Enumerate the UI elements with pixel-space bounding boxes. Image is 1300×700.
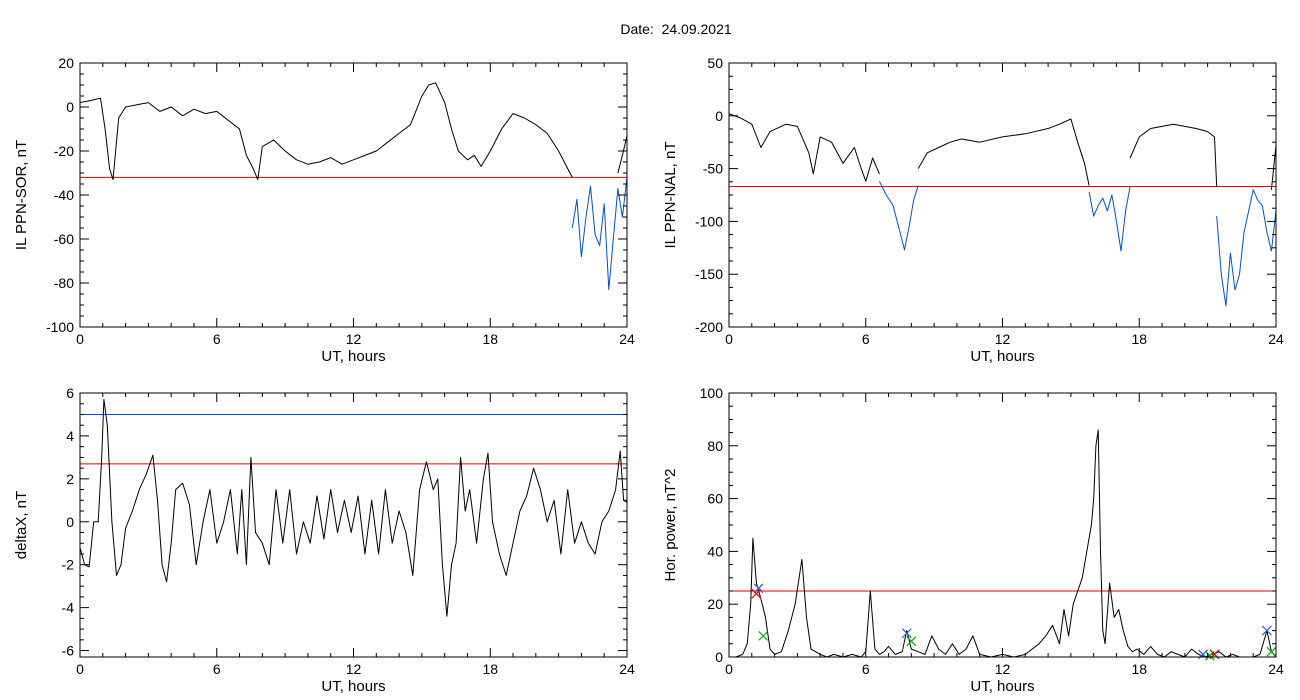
- x-tick-label: 24: [1268, 331, 1284, 347]
- y-tick-label: -100: [46, 319, 74, 335]
- y-tick-label: 4: [66, 428, 74, 444]
- marker-stroke: [1266, 646, 1277, 657]
- plot-frame: [79, 392, 628, 658]
- marker-stroke: [751, 588, 762, 599]
- series-line-black: [617, 135, 627, 174]
- y-tick-label: 50: [707, 55, 723, 71]
- y-tick-label: 0: [715, 108, 723, 124]
- x-tick-label: 24: [1268, 661, 1284, 677]
- y-tick-label: -6: [62, 643, 75, 659]
- y-tick-label: -150: [695, 266, 723, 282]
- chart-bottom-left: 0 6 12 18 24 6 4 2 0 -2 -4 -6 UT, hours deltaX, nT: [13, 385, 635, 695]
- y-tick-label: 60: [707, 491, 723, 507]
- x-tick-label: 6: [862, 661, 870, 677]
- plot-frame: [728, 392, 1277, 658]
- y-tick-label: 20: [707, 596, 723, 612]
- x-tick-label: 6: [213, 331, 221, 347]
- y-tick-label: 0: [66, 99, 74, 115]
- y-tick-label: 6: [66, 385, 74, 401]
- chart-top-left: 0 6 12 18 24 20 0 -20 -40 -60 -80 -100 UT, hours IL P…: [13, 55, 635, 365]
- plot-frame: [79, 62, 628, 328]
- x-tick-label: 12: [346, 331, 362, 347]
- x-tick-label: 18: [1131, 661, 1147, 677]
- y-tick-label: -200: [695, 319, 723, 335]
- y-tick-label: -80: [54, 275, 74, 291]
- y-tick-label: -4: [62, 600, 75, 616]
- x-tick-label: 18: [1131, 331, 1147, 347]
- marker-blue: [753, 583, 764, 594]
- x-tick-label: 6: [862, 331, 870, 347]
- series-line-black: [1129, 123, 1218, 187]
- y-tick-label: 2: [66, 471, 74, 487]
- x-tick-label: 18: [482, 331, 498, 347]
- x-tick-label: 6: [213, 661, 221, 677]
- x-tick-label: 0: [725, 331, 733, 347]
- y-tick-label: 80: [707, 438, 723, 454]
- x-tick-label: 0: [725, 661, 733, 677]
- marker-stroke: [758, 630, 769, 641]
- y-tick-label: 0: [715, 649, 723, 665]
- marker-stroke: [906, 636, 917, 647]
- marker-stroke: [753, 583, 764, 594]
- x-tick-label: 0: [76, 661, 84, 677]
- x-tick-label: 12: [346, 661, 362, 677]
- marker-blue: [1261, 625, 1272, 636]
- y-tick-label: 0: [66, 514, 74, 530]
- x-tick-label: 12: [995, 331, 1011, 347]
- series-line-black: [80, 398, 627, 617]
- y-tick-label: 20: [58, 55, 74, 71]
- x-tick-label: 12: [995, 661, 1011, 677]
- marker-green: [1266, 646, 1277, 657]
- marker-green: [758, 630, 769, 641]
- series-line-black: [729, 113, 880, 182]
- series-line-blue: [571, 177, 627, 291]
- plot-frame: [728, 62, 1277, 328]
- y-tick-label: 40: [707, 543, 723, 559]
- y-axis-label: Hor. power, nT^2: [662, 469, 679, 582]
- x-axis-label: UT, hours: [321, 678, 385, 695]
- series-line-black: [729, 429, 1276, 657]
- x-axis-label: UT, hours: [970, 348, 1034, 365]
- y-tick-label: -40: [54, 187, 74, 203]
- marker-green: [906, 636, 917, 647]
- chart-top-right: 0 6 12 18 24 50 0 -50 -100 -150 -200 UT, hours IL PP…: [662, 55, 1284, 365]
- x-tick-label: 24: [619, 331, 635, 347]
- x-tick-label: 24: [619, 661, 635, 677]
- series-line-blue: [878, 181, 919, 251]
- y-tick-label: -100: [695, 213, 723, 229]
- y-axis-label: IL PPN-SOR, nT: [13, 140, 30, 250]
- series-line-blue: [1216, 189, 1276, 307]
- series-line-blue: [1088, 186, 1131, 252]
- y-tick-label: -50: [703, 161, 723, 177]
- x-axis-label: UT, hours: [970, 678, 1034, 695]
- marker-blue: [901, 628, 912, 639]
- y-tick-label: -2: [62, 557, 75, 573]
- marker-stroke: [901, 628, 912, 639]
- y-tick-label: -60: [54, 231, 74, 247]
- y-tick-label: -20: [54, 143, 74, 159]
- marker-stroke: [1261, 625, 1272, 636]
- x-tick-label: 18: [482, 661, 498, 677]
- series-line-black: [80, 82, 573, 181]
- y-axis-label: deltaX, nT: [13, 491, 30, 559]
- series-line-black: [917, 118, 1090, 186]
- y-tick-label: 100: [700, 385, 724, 401]
- x-axis-label: UT, hours: [321, 348, 385, 365]
- marker-red: [751, 588, 762, 599]
- x-tick-label: 0: [76, 331, 84, 347]
- chart-bottom-right: 0 6 12 18 24 100 80 60 40 20 0 UT, hours Hor. power,…: [662, 385, 1284, 695]
- series-line-black: [1270, 145, 1276, 190]
- date-title: Date: 24.09.2021: [620, 21, 732, 37]
- y-axis-label: IL PPN-NAL, nT: [662, 142, 679, 249]
